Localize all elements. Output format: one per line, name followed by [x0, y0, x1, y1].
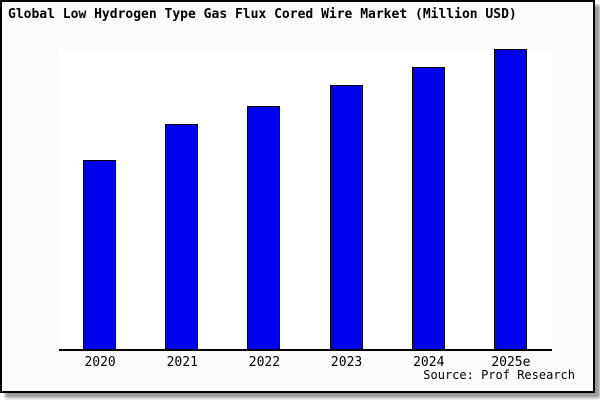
bar-2021: [165, 123, 199, 349]
x-tick-2022: 2022: [248, 355, 281, 370]
bar-2020: [83, 159, 117, 349]
x-tick-2023: 2023: [330, 355, 363, 370]
bar-2024: [411, 66, 445, 349]
x-axis-tick-labels: 2020 2021 2022 2023 2024 2025e: [59, 355, 552, 371]
plot-area: [59, 49, 552, 351]
bar-2022: [247, 105, 281, 349]
x-tick-2025e: 2025e: [491, 355, 531, 370]
x-tick-2024: 2024: [413, 355, 445, 370]
chart-figure: Global Low Hydrogen Type Gas Flux Cored …: [0, 0, 595, 393]
chart-title: Global Low Hydrogen Type Gas Flux Cored …: [8, 7, 517, 22]
bar-2025e: [493, 49, 527, 349]
source-credit: Source: Prof Research: [423, 368, 575, 382]
x-tick-2020: 2020: [84, 355, 116, 370]
bar-2023: [329, 84, 363, 349]
x-tick-2021: 2021: [166, 355, 198, 370]
